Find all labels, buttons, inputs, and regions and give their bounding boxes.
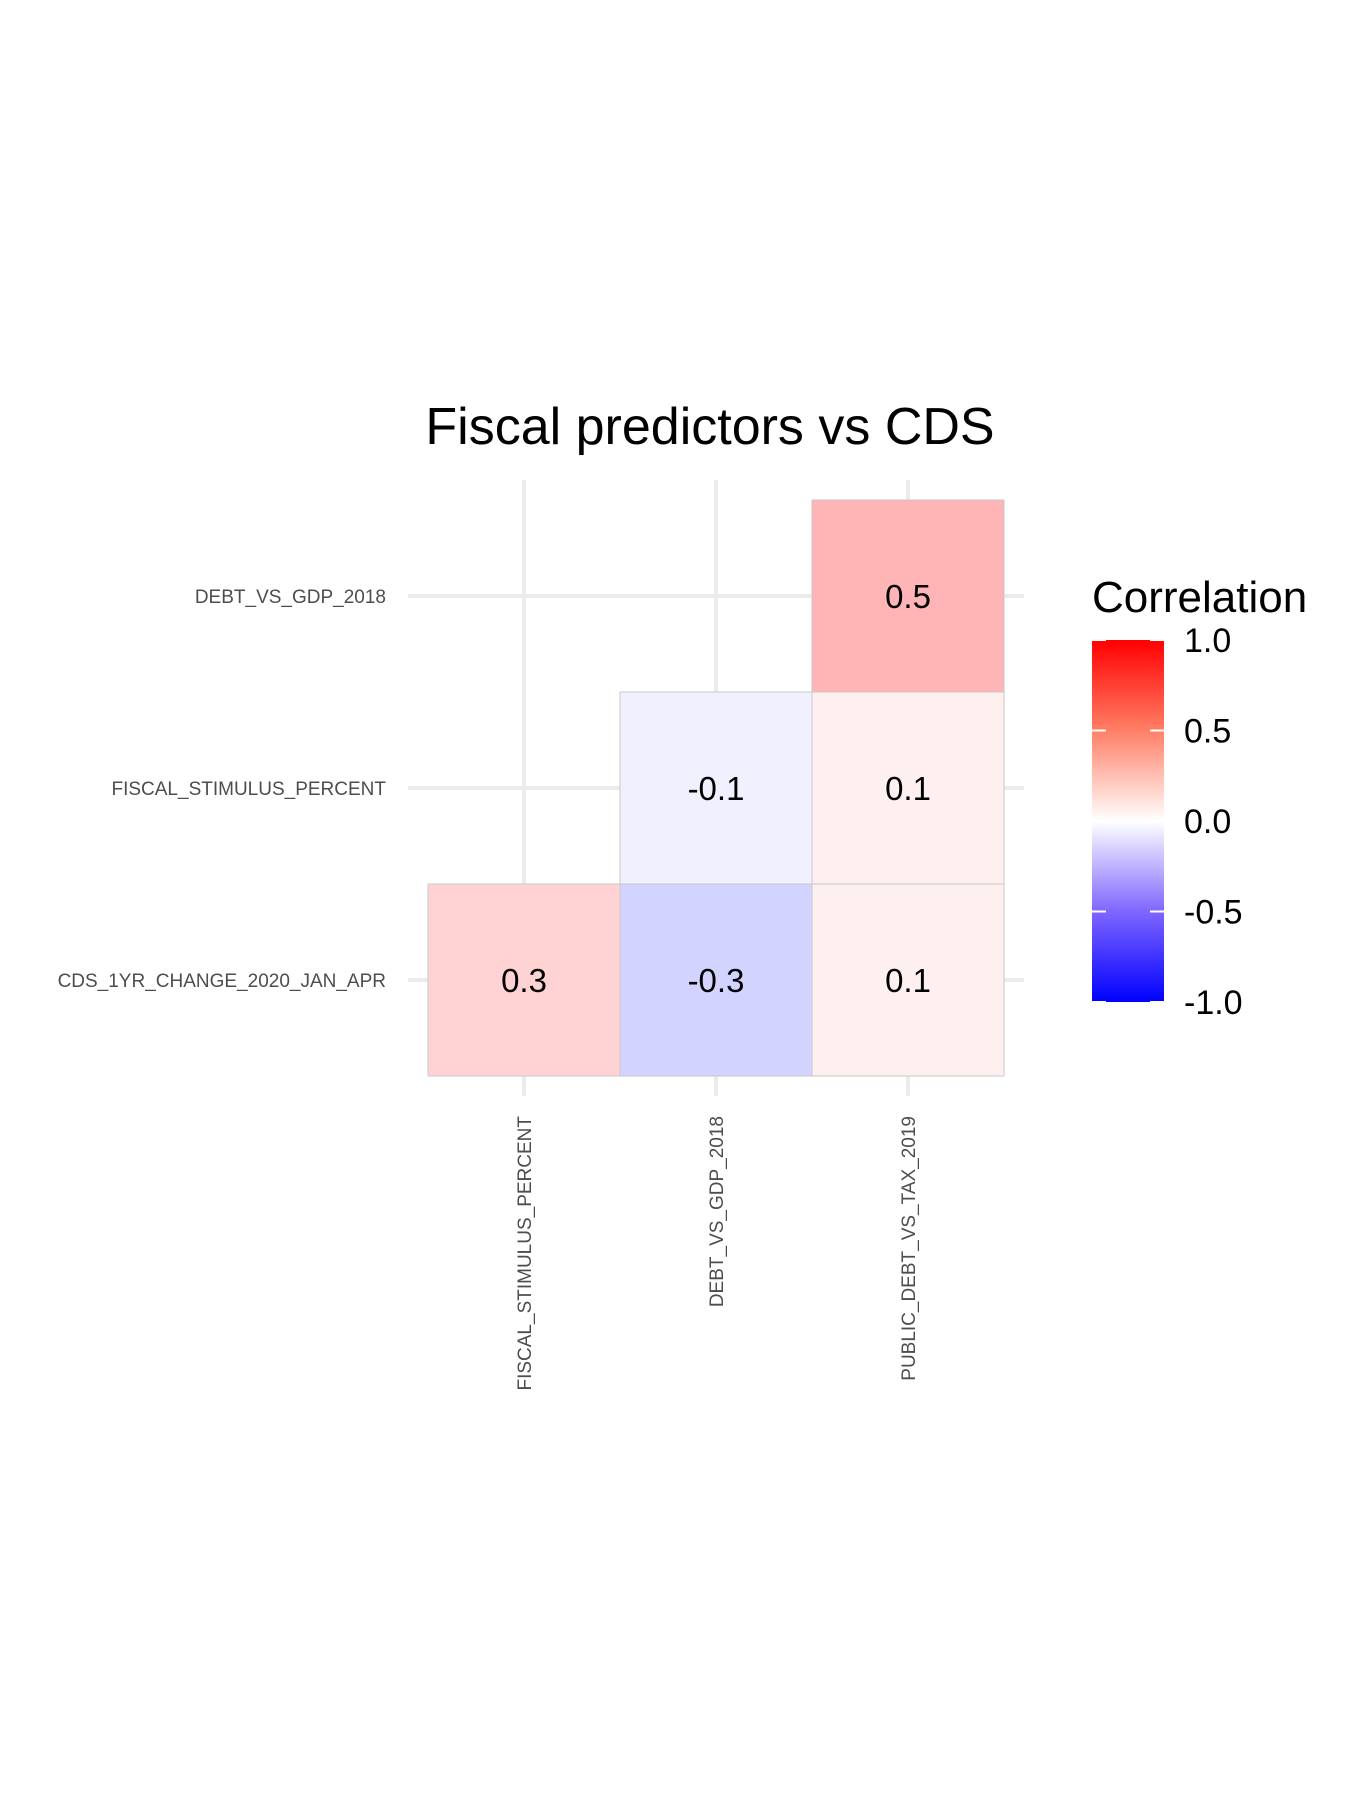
chart-title: Fiscal predictors vs CDS	[425, 398, 994, 456]
legend-title: Correlation	[1092, 573, 1307, 622]
heatmap-cell: 0.1	[811, 691, 1005, 885]
heatmap-cell: 0.5	[811, 499, 1005, 693]
legend-tick-label: 0.0	[1184, 803, 1231, 841]
heatmap-cell-rect	[619, 883, 813, 1077]
heatmap-cell-rect	[811, 499, 1005, 693]
heatmap-cell: 0.3	[427, 883, 621, 1077]
heatmap-cell-rect	[811, 691, 1005, 885]
x-axis-tick-labels: FISCAL_STIMULUS_PERCENT DEBT_VS_GDP_2018 P…	[515, 1116, 920, 1391]
y-tick-label-debt-vs-gdp-2018: DEBT_VS_GDP_2018	[195, 587, 386, 608]
heatmap-cell-label: -0.3	[688, 962, 745, 999]
color-legend: Correlation 1.0 0.5 0.0 -0.5 -1.0	[1092, 573, 1307, 1022]
heatmap-cell-rect	[427, 883, 621, 1077]
heatmap-cell: -0.3	[619, 883, 813, 1077]
heatmap-cells: 0.3 -0.3 0.1 -0.1 0.1 0.5	[427, 499, 1005, 1077]
legend-tick-label: 0.5	[1184, 713, 1231, 751]
legend-tick-label: -0.5	[1184, 894, 1243, 932]
heatmap-cell-label: -0.1	[688, 770, 745, 807]
x-tick-label-debt-vs-gdp-2018: DEBT_VS_GDP_2018	[707, 1116, 728, 1307]
heatmap-cell-label: 0.5	[885, 578, 931, 615]
legend-tick-label: 1.0	[1184, 622, 1231, 660]
heatmap-cell: -0.1	[619, 691, 813, 885]
y-axis-tick-labels: CDS_1YR_CHANGE_2020_JAN_APR FISCAL_STIMUL…	[58, 587, 387, 992]
x-tick-label-public-debt-vs-tax-2019: PUBLIC_DEBT_VS_TAX_2019	[899, 1116, 920, 1381]
heatmap-cell-label: 0.1	[885, 770, 931, 807]
heatmap-cell: 0.1	[811, 883, 1005, 1077]
x-tick-label-fiscal-stimulus-percent: FISCAL_STIMULUS_PERCENT	[515, 1116, 536, 1391]
heatmap-cell-label: 0.1	[885, 962, 931, 999]
heatmap-cell-label: 0.3	[501, 962, 547, 999]
legend-ticks: 1.0 0.5 0.0 -0.5 -1.0	[1092, 622, 1243, 1022]
legend-tick-label: -1.0	[1184, 984, 1243, 1022]
y-tick-label-cds-1yr-change-2020-jan-apr: CDS_1YR_CHANGE_2020_JAN_APR	[58, 971, 386, 992]
heatmap-cell-rect	[619, 691, 813, 885]
y-tick-label-fiscal-stimulus-percent: FISCAL_STIMULUS_PERCENT	[111, 779, 386, 800]
